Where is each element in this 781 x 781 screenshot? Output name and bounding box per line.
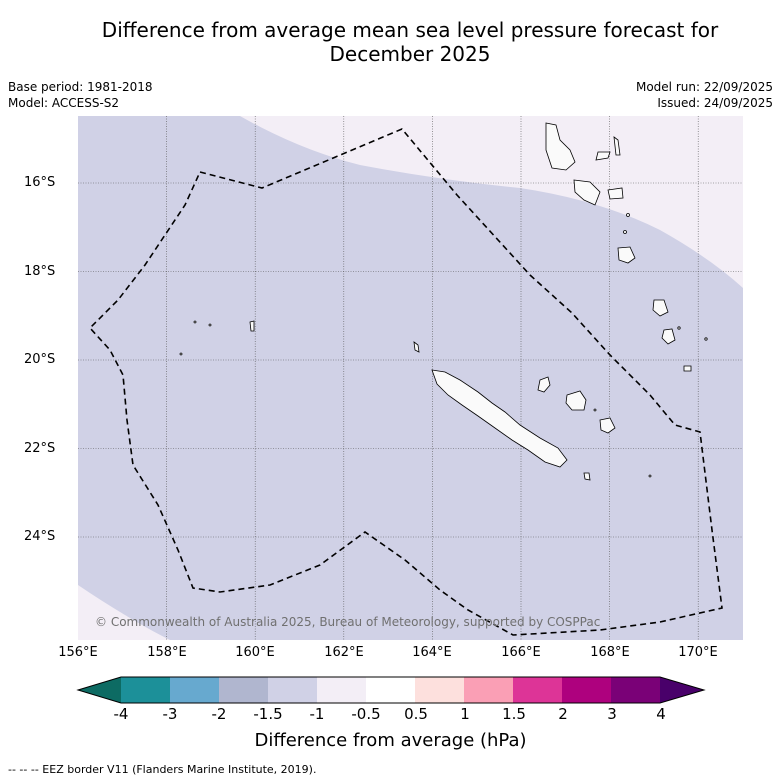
colorbar-tick: 0.5 bbox=[404, 705, 428, 723]
colorbar-tick: -4 bbox=[113, 705, 129, 723]
vanuatu-espiritu-santo bbox=[545, 122, 576, 171]
colorbar-tick: -0.5 bbox=[351, 705, 381, 723]
lon-tick: 160°E bbox=[235, 645, 275, 660]
vanuatu-epi bbox=[607, 187, 624, 200]
lon-tick: 168°E bbox=[590, 645, 630, 660]
meta-left: Base period: 1981-2018 Model: ACCESS-S2 bbox=[8, 79, 153, 111]
colorbar-segments bbox=[121, 677, 661, 703]
colorbar-tick: -2 bbox=[211, 705, 227, 723]
vanuatu-malakula bbox=[573, 179, 601, 206]
colorbar-extend-low bbox=[78, 677, 121, 703]
lat-tick: 18°S bbox=[24, 264, 56, 279]
colorbar-extend-high bbox=[660, 677, 704, 703]
colorbar-segment bbox=[170, 677, 220, 703]
colorbar-segment bbox=[562, 677, 612, 703]
graticule bbox=[78, 116, 743, 640]
colorbar-title: Difference from average (hPa) bbox=[254, 730, 527, 751]
isle-of-pines bbox=[583, 472, 591, 481]
lat-tick: 20°S bbox=[24, 352, 56, 367]
map-title: Difference from average mean sea level p… bbox=[30, 18, 781, 66]
model-run-label: Model run: 22/09/2025 bbox=[635, 80, 773, 94]
loyalty-lifou bbox=[565, 390, 587, 411]
lat-tick: 24°S bbox=[24, 529, 56, 544]
eez-border bbox=[88, 128, 723, 636]
colorbar-tick: 4 bbox=[656, 705, 666, 723]
map-plot-area: © Commonwealth of Australia 2025, Bureau… bbox=[78, 116, 743, 640]
vanuatu-ambae bbox=[595, 151, 611, 161]
issued-label: Issued: 24/09/2025 bbox=[657, 96, 773, 110]
eez-legend-note: -- -- -- EEZ border V11 (Flanders Marine… bbox=[8, 763, 317, 776]
vanuatu-tanna bbox=[661, 328, 676, 345]
islet-a bbox=[249, 320, 255, 332]
colorbar-segment bbox=[219, 677, 269, 703]
pressure-band-corner bbox=[78, 585, 170, 640]
vanuatu-erromango bbox=[652, 299, 669, 317]
colorbar-segment bbox=[268, 677, 318, 703]
colorbar-segment bbox=[415, 677, 465, 703]
new-caledonia-mainland bbox=[431, 369, 568, 468]
colorbar-outline bbox=[76, 676, 706, 704]
lon-tick: 156°E bbox=[58, 645, 98, 660]
lon-tick: 158°E bbox=[147, 645, 187, 660]
colorbar-segment bbox=[513, 677, 563, 703]
colorbar bbox=[76, 676, 706, 704]
colorbar-tick: -1.5 bbox=[253, 705, 283, 723]
lon-tick: 162°E bbox=[324, 645, 364, 660]
vanuatu-pentecost bbox=[613, 136, 621, 156]
colorbar-segment bbox=[121, 677, 171, 703]
colorbar-segment bbox=[366, 677, 416, 703]
title-line-2: December 2025 bbox=[329, 42, 491, 66]
colorbar-tick: 1.5 bbox=[502, 705, 526, 723]
colorbar-tick: 1 bbox=[460, 705, 470, 723]
colorbar-tick: -1 bbox=[309, 705, 325, 723]
lon-tick: 166°E bbox=[501, 645, 541, 660]
meta-right: Model run: 22/09/2025 Issued: 24/09/2025 bbox=[636, 79, 773, 111]
pressure-band-main bbox=[78, 116, 743, 640]
loyalty-ouvea bbox=[537, 376, 551, 393]
colorbar-tick: 2 bbox=[558, 705, 568, 723]
vanuatu-aneityum bbox=[683, 365, 692, 372]
colorbar-segment bbox=[464, 677, 514, 703]
lon-tick: 170°E bbox=[678, 645, 718, 660]
colorbar-tick: 3 bbox=[607, 705, 617, 723]
loyalty-mare bbox=[599, 417, 616, 434]
colorbar-segment bbox=[611, 677, 661, 703]
vanuatu-efate bbox=[617, 246, 636, 264]
lat-tick: 16°S bbox=[24, 175, 56, 190]
lon-tick: 164°E bbox=[412, 645, 452, 660]
model-label: Model: ACCESS-S2 bbox=[8, 96, 120, 110]
lat-tick: 22°S bbox=[24, 441, 56, 456]
title-line-1: Difference from average mean sea level p… bbox=[101, 18, 719, 42]
colorbar-segment bbox=[317, 677, 367, 703]
belep-islands bbox=[413, 341, 420, 353]
base-period-label: Base period: 1981-2018 bbox=[8, 80, 153, 94]
coastlines bbox=[179, 122, 708, 481]
copyright-notice: © Commonwealth of Australia 2025, Bureau… bbox=[95, 615, 600, 629]
colorbar-tick: -3 bbox=[162, 705, 178, 723]
